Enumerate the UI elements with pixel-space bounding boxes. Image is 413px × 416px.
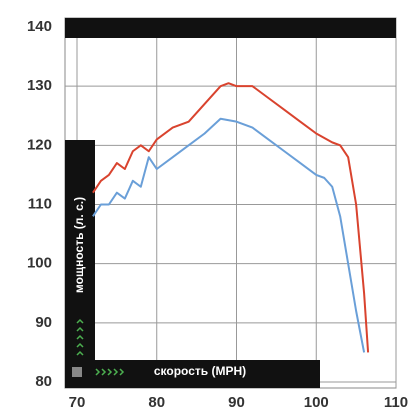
x-tick-label: 110	[384, 394, 408, 411]
y-tick-label: 100	[27, 255, 52, 272]
y-tick-label: 120	[27, 136, 52, 153]
series-line	[92, 82, 370, 353]
grid	[65, 18, 397, 388]
y-tick-label: 130	[27, 77, 52, 94]
y-tick-label: 140	[27, 18, 52, 35]
y-tick-label: 110	[28, 195, 52, 212]
plot-area	[64, 17, 397, 389]
left-bar	[65, 140, 95, 388]
x-axis-label: скорость (MPH)	[154, 364, 246, 378]
series-line	[92, 117, 366, 353]
bottom-bar	[65, 360, 320, 388]
x-tick-label: 70	[69, 394, 86, 411]
y-axis-label: мощность (л. с.)	[72, 197, 86, 293]
y-tick-label: 80	[35, 373, 52, 390]
chevrons	[76, 318, 125, 376]
x-tick-label: 80	[148, 394, 165, 411]
x-tick-label: 100	[304, 394, 329, 411]
y-tick-label: 90	[35, 314, 52, 331]
square-icon	[72, 367, 82, 377]
lines	[92, 82, 370, 353]
top-bar	[65, 18, 396, 38]
x-tick-label: 90	[228, 394, 245, 411]
